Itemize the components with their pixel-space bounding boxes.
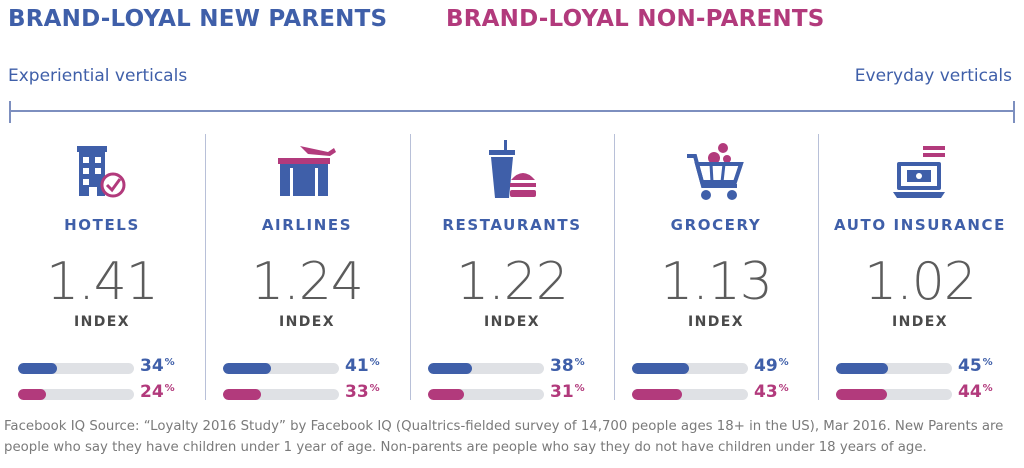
column-divider: [205, 134, 206, 400]
bar-non-parents: [632, 389, 682, 400]
legend-non-parents: BRAND-LOYAL NON-PARENTS: [446, 6, 825, 32]
index-value: 1.24: [251, 252, 364, 312]
bar-track: [632, 389, 748, 400]
bar-track: [836, 389, 952, 400]
category-label: HOTELS: [64, 216, 140, 234]
bar-new-parents: [632, 363, 689, 374]
bar-track: [632, 363, 748, 374]
value-label-non-parents: 43%: [754, 382, 789, 402]
value-label-new-parents: 45%: [958, 356, 993, 376]
vertical-column: AIRLINES 1.24 INDEX 41% 33%: [205, 134, 409, 404]
bar-non-parents: [223, 389, 261, 400]
auto-insurance-icon: [818, 138, 1022, 210]
value-label-non-parents: 24%: [140, 382, 175, 402]
bar-non-parents: [428, 389, 464, 400]
bar-non-parents: [836, 389, 887, 400]
index-value: 1.41: [46, 252, 159, 312]
value-label-new-parents: 41%: [345, 356, 380, 376]
bar-new-parents: [18, 363, 57, 374]
hotel-icon: [0, 138, 204, 210]
value-label-new-parents: 38%: [550, 356, 585, 376]
bar-new-parents: [223, 363, 271, 374]
bar-non-parents: [18, 389, 46, 400]
category-label: AUTO INSURANCE: [833, 216, 1007, 234]
vertical-column: AUTO INSURANCE 1.02 INDEX 45% 44%: [818, 134, 1022, 404]
category-label: AIRLINES: [261, 216, 353, 234]
grocery-cart-icon: [614, 138, 818, 210]
bar-new-parents: [428, 363, 472, 374]
value-label-non-parents: 31%: [550, 382, 585, 402]
column-divider: [818, 134, 819, 400]
bar-track: [223, 389, 339, 400]
scale-label-everyday: Everyday verticals: [854, 66, 1012, 86]
scale-label-experiential: Experiential verticals: [8, 66, 188, 86]
bar-new-parents: [836, 363, 888, 374]
scale-axis-line: [10, 110, 1014, 112]
column-divider: [410, 134, 411, 400]
index-value: 1.13: [660, 252, 773, 312]
column-divider: [614, 134, 615, 400]
airline-icon: [205, 138, 409, 210]
scale-axis-left-tick: [9, 101, 11, 123]
index-label: INDEX: [74, 314, 130, 330]
bar-track: [18, 389, 134, 400]
index-label: INDEX: [688, 314, 744, 330]
source-footnote: Facebook IQ Source: “Loyalty 2016 Study”…: [4, 419, 1004, 455]
vertical-column: HOTELS 1.41 INDEX 34% 24%: [0, 134, 204, 404]
value-label-non-parents: 44%: [958, 382, 993, 402]
vertical-column: GROCERY 1.13 INDEX 49% 43%: [614, 134, 818, 404]
category-label: GROCERY: [670, 216, 762, 234]
index-value: 1.02: [864, 252, 977, 312]
bar-track: [836, 363, 952, 374]
bar-track: [428, 389, 544, 400]
index-value: 1.22: [456, 252, 569, 312]
bar-track: [223, 363, 339, 374]
bar-track: [428, 363, 544, 374]
restaurant-icon: [410, 138, 614, 210]
legend-new-parents: BRAND-LOYAL NEW PARENTS: [8, 6, 388, 32]
index-label: INDEX: [484, 314, 540, 330]
category-label: RESTAURANTS: [442, 216, 582, 234]
value-label-new-parents: 34%: [140, 356, 175, 376]
value-label-new-parents: 49%: [754, 356, 789, 376]
value-label-non-parents: 33%: [345, 382, 380, 402]
scale-axis-right-tick: [1013, 101, 1015, 123]
index-label: INDEX: [279, 314, 335, 330]
vertical-column: RESTAURANTS 1.22 INDEX 38% 31%: [410, 134, 614, 404]
bar-track: [18, 363, 134, 374]
index-label: INDEX: [892, 314, 948, 330]
